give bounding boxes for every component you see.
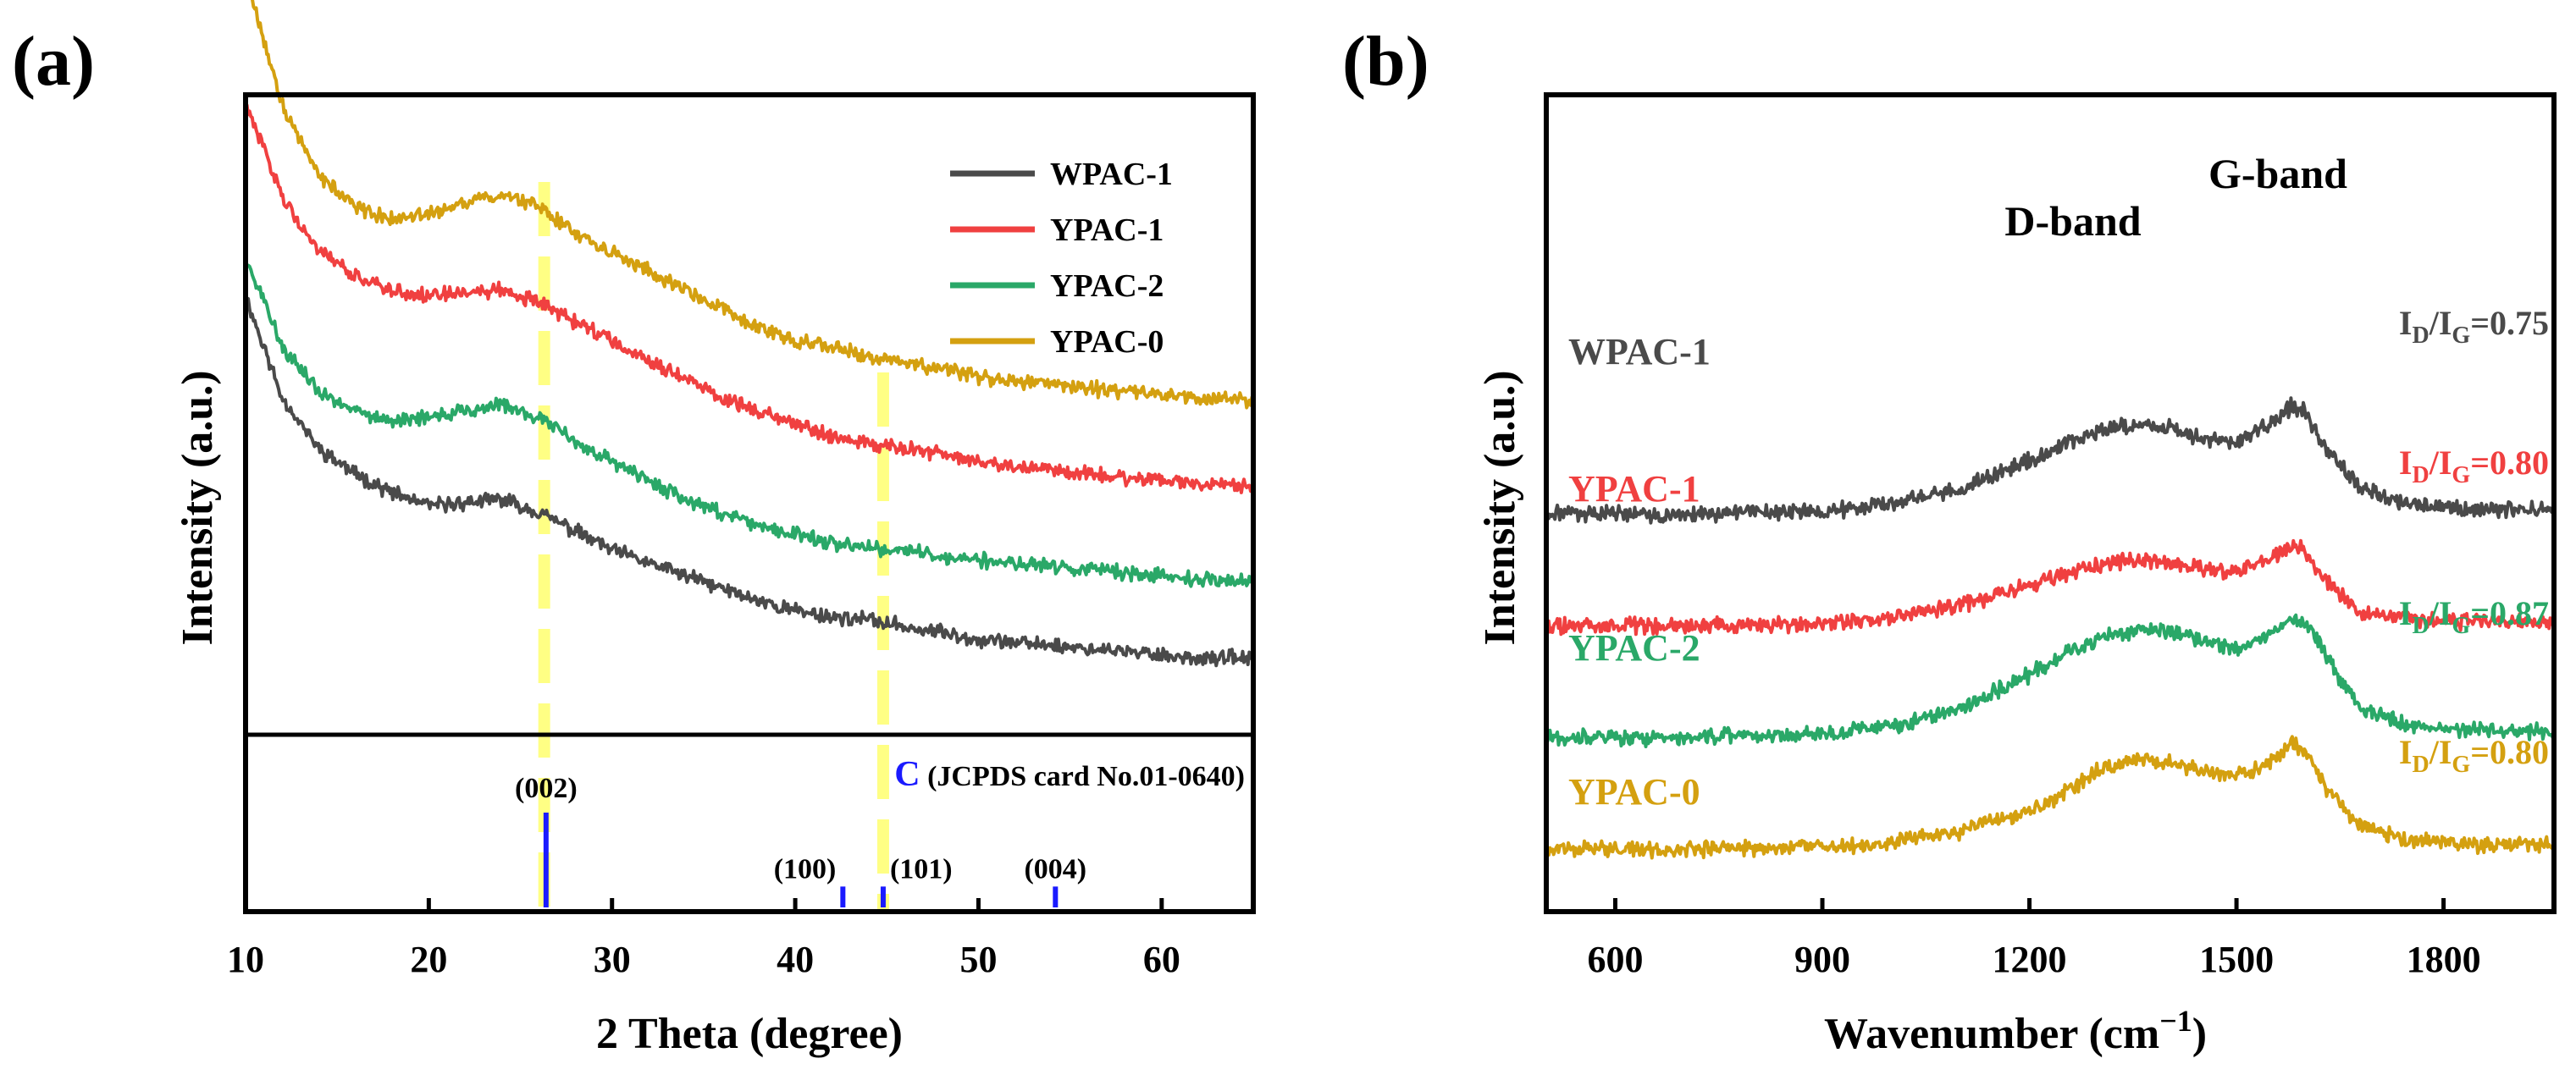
a-highlight-lines	[538, 182, 889, 910]
a-legend: WPAC-1 YPAC-1 YPAC-2 YPAC-0	[950, 157, 1173, 360]
b-ratio-label: ID/IG=0.80	[2399, 444, 2549, 488]
b-ratio-label: ID/IG=0.87	[2399, 594, 2549, 639]
b-series-line	[1545, 735, 2556, 860]
a-series-group	[244, 0, 1255, 668]
panel-b: (b) 600 900 1200 1500 1800 Wavenumber (cm−1)…	[1342, 22, 2557, 1058]
b-x-axis-title-close: )	[2192, 1010, 2207, 1058]
ratio-sub-d: D	[2413, 322, 2430, 349]
b-series-label: YPAC-2	[1568, 627, 1700, 669]
ratio-sub-g: G	[2452, 322, 2470, 349]
a-x-ticks: 10 20 30 40 50 60	[227, 898, 1180, 980]
ratio-i: I	[2399, 304, 2413, 342]
ratio-value: =0.75	[2470, 304, 2549, 342]
ratio-sub-g: G	[2452, 462, 2470, 488]
a-x-tick-label: 30	[594, 939, 631, 980]
b-y-axis-title: Intensity (a.u.)	[1476, 370, 1524, 645]
ratio-sub-d: D	[2413, 752, 2430, 778]
ratio-slash-i: /I	[2429, 444, 2452, 482]
b-x-tick-label: 1200	[1993, 939, 2067, 980]
b-ratio-label: ID/IG=0.80	[2399, 733, 2549, 778]
b-x-tick-label: 900	[1794, 939, 1850, 980]
b-ratio-label: ID/IG=0.75	[2399, 304, 2549, 349]
ratio-i: I	[2399, 594, 2413, 632]
a-legend-label: YPAC-1	[1050, 212, 1164, 248]
b-g-band-label: G-band	[2208, 150, 2347, 197]
b-frame	[1544, 92, 2557, 914]
a-legend-label: WPAC-1	[1050, 157, 1173, 192]
b-series-label: YPAC-1	[1568, 468, 1700, 510]
a-hkl-label: (002)	[515, 773, 578, 804]
b-d-band-label: D-band	[2004, 197, 2141, 245]
b-series-label: WPAC-1	[1568, 331, 1711, 372]
ratio-slash-i: /I	[2429, 594, 2452, 632]
b-x-tick-label: 600	[1588, 939, 1644, 980]
b-x-tick-label: 1800	[2407, 939, 2481, 980]
a-x-tick-label: 20	[410, 939, 447, 980]
panel-b-letter: (b)	[1342, 22, 1429, 101]
a-hkl-label: (101)	[890, 853, 953, 885]
ratio-sub-g: G	[2452, 752, 2470, 778]
a-x-tick-label: 10	[227, 939, 264, 980]
a-legend-label: YPAC-0	[1050, 324, 1164, 360]
b-series-labels: WPAC-1ID/IG=0.75YPAC-1ID/IG=0.80YPAC-2ID…	[1568, 304, 2549, 813]
ratio-i: I	[2399, 444, 2413, 482]
ratio-slash-i: /I	[2429, 304, 2452, 342]
ratio-value: =0.80	[2470, 733, 2549, 771]
b-series-label: YPAC-0	[1568, 771, 1700, 813]
b-series-line	[1545, 613, 2555, 748]
a-frame	[243, 92, 1256, 914]
a-series-line	[244, 256, 1255, 588]
a-x-tick-label: 40	[777, 939, 814, 980]
a-hkl-label: (004)	[1024, 853, 1086, 885]
panel-a: (a) (002) (100) (101) (004) 10 20 30 40 50 60 2 …	[12, 0, 1256, 1058]
a-legend-label: YPAC-2	[1050, 268, 1164, 304]
a-x-tick-label: 60	[1143, 939, 1180, 980]
panel-a-letter: (a)	[12, 22, 95, 101]
b-x-tick-label: 1500	[2199, 939, 2274, 980]
b-x-axis-title-main: Wavenumber (cm	[1824, 1010, 2159, 1058]
a-series-line	[244, 296, 1255, 668]
a-reference-card-label: C (JCPDS card No.01-0640)	[894, 755, 1245, 794]
ratio-value: =0.80	[2470, 444, 2549, 482]
a-card-rest: (JCPDS card No.01-0640)	[920, 761, 1245, 792]
ratio-sub-g: G	[2452, 613, 2470, 639]
a-x-axis-title: 2 Theta (degree)	[596, 1010, 903, 1058]
ratio-i: I	[2399, 733, 2413, 771]
b-series-line	[1545, 538, 2556, 637]
b-x-axis-title: Wavenumber (cm−1)	[1824, 1004, 2207, 1058]
b-series-line	[1545, 396, 2556, 525]
b-x-ticks: 600 900 1200 1500 1800	[1588, 898, 2481, 980]
a-series-line	[251, 0, 1255, 410]
a-x-tick-label: 50	[959, 939, 997, 980]
b-series-group	[1545, 396, 2556, 860]
a-card-prefix: C	[894, 755, 920, 794]
b-x-axis-title-sup: −1	[2159, 1004, 2192, 1038]
ratio-sub-d: D	[2413, 462, 2430, 488]
ratio-value: =0.87	[2470, 594, 2549, 632]
a-y-axis-title: Intensity (a.u.)	[174, 370, 222, 645]
ratio-sub-d: D	[2413, 613, 2430, 639]
ratio-slash-i: /I	[2429, 733, 2452, 771]
a-series-line	[244, 103, 1255, 494]
a-reference-peaks: (002) (100) (101) (004)	[515, 773, 1086, 907]
a-hkl-label: (100)	[774, 853, 837, 885]
